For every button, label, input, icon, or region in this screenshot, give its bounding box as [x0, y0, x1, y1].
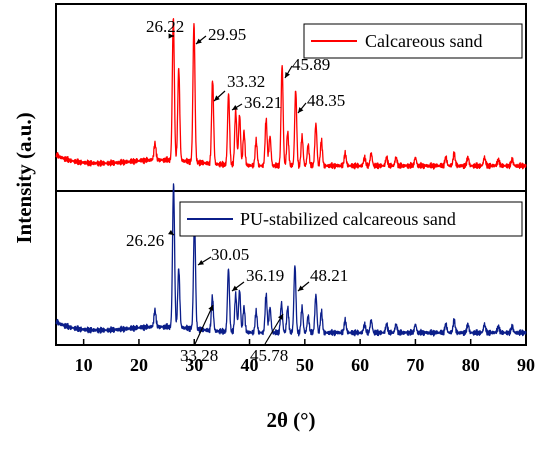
peak-arrow — [264, 313, 284, 345]
peak-label: 48.35 — [307, 91, 345, 110]
peak-arrow-head — [298, 285, 304, 291]
x-tick-label: 50 — [296, 355, 314, 375]
x-tick-label: 80 — [462, 355, 480, 375]
peak-label: 48.21 — [310, 266, 348, 285]
x-tick-label: 40 — [241, 355, 259, 375]
legend-bottom-label: PU-stabilized calcareous sand — [240, 209, 456, 229]
legend-top: Calcareous sand — [303, 23, 523, 59]
y-axis-title: Intensity (a.u.) — [12, 112, 36, 243]
x-tick-label: 30 — [185, 355, 203, 375]
x-tick-label: 90 — [517, 355, 535, 375]
peak-label: 29.95 — [208, 25, 246, 44]
peak-label: 33.32 — [227, 72, 265, 91]
peak-label: 36.19 — [246, 266, 284, 285]
x-tick-label: 10 — [75, 355, 93, 375]
peak-label: 45.78 — [250, 346, 288, 365]
peak-arrow — [194, 304, 214, 345]
peak-labels: 26.22 29.95 33.32 36.21 45.89 48.35 26.26 30.05… — [126, 17, 348, 365]
x-tick-label: 60 — [351, 355, 369, 375]
peak-label: 26.22 — [146, 17, 184, 36]
peak-label: 36.21 — [244, 93, 282, 112]
peak-label: 33.28 — [180, 346, 218, 365]
peak-arrow-head — [285, 72, 290, 78]
peak-label: 45.89 — [292, 55, 330, 74]
legend-top-label: Calcareous sand — [365, 31, 482, 51]
peak-arrow-head — [232, 104, 238, 110]
legend-bottom: PU-stabilized calcareous sand — [179, 201, 523, 237]
peak-arrow-head — [198, 259, 204, 265]
legend-bottom-box — [179, 201, 523, 237]
peak-arrow-head — [208, 305, 214, 311]
x-tick-label: 20 — [130, 355, 148, 375]
x-axis-title: 2θ (°) — [266, 408, 315, 432]
pu-stabilized-series-line — [55, 183, 527, 337]
peak-arrow-head — [277, 314, 283, 320]
x-axis-ticks: 10 20 30 40 50 60 70 80 90 — [75, 339, 535, 375]
peak-arrow-head — [168, 229, 174, 235]
peak-arrow-head — [196, 38, 202, 44]
peak-arrow-head — [214, 95, 220, 101]
peak-arrow-head — [298, 107, 304, 113]
peak-arrow-head — [168, 33, 174, 39]
plot-frame — [55, 3, 527, 346]
peak-arrow-head — [232, 285, 238, 291]
calcareous-sand-series-line — [55, 18, 527, 170]
peak-label: 30.05 — [211, 245, 249, 264]
peak-label: 26.26 — [126, 231, 164, 250]
x-tick-label: 70 — [406, 355, 424, 375]
